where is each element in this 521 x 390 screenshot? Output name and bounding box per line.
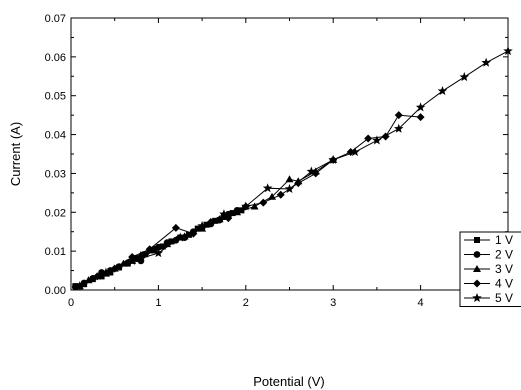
legend-marker [473,265,481,272]
data-point [259,198,268,207]
data-point [175,232,186,242]
data-point [229,210,236,217]
y-axis: 0.00 0.01 0.02 0.03 0.04 0.05 0.06 0.07 [45,13,508,297]
data-point [416,113,425,122]
series-line [79,114,421,287]
data-point [437,86,448,96]
data-point [197,220,207,230]
data-point [142,251,149,258]
legend-marker [473,251,481,258]
legend-label: 5 V [495,291,513,305]
data-point [171,223,180,232]
y-axis-label: Current (A) [8,122,23,186]
data-point [127,255,137,265]
legend: 1 V2 V3 V4 V5 V [459,231,521,307]
plot-area [70,17,509,291]
data-point [219,209,229,219]
data-point [101,267,111,277]
x-axis-label: Potential (V) [253,374,325,389]
y-tick-label: 0.00 [45,285,66,297]
legend-label: 4 V [495,277,513,291]
y-tick-label: 0.07 [45,13,66,25]
data-point [276,190,285,199]
x-tick-label: 3 [330,297,336,309]
y-tick-label: 0.01 [45,246,66,258]
y-tick-label: 0.02 [45,207,66,219]
data-point [241,201,251,211]
y-tick-label: 0.03 [45,168,66,180]
legend-label: 1 V [495,233,513,247]
data-point [284,183,295,194]
x-tick-label: 1 [155,297,161,309]
data-point [394,111,403,120]
data-point [262,183,273,193]
data-point [503,46,513,56]
legend-label: 3 V [495,262,513,276]
data-point [350,147,360,157]
x-axis: 012345 [68,18,511,309]
data-point [98,273,105,280]
data-point [372,135,382,145]
x-tick-label: 4 [418,297,424,309]
data-point [74,281,85,291]
legend-label: 2 V [495,248,513,262]
y-tick-label: 0.05 [45,91,66,103]
series-layer [71,46,513,291]
data-point [328,154,338,164]
data-point [136,251,145,259]
data-point [84,276,93,284]
data-point [285,175,294,183]
legend-marker [473,279,481,288]
data-point [459,72,470,82]
data-point [415,102,426,112]
y-tick-label: 0.04 [45,130,66,142]
x-tick-label: 0 [68,297,74,309]
series-5 [74,46,513,291]
y-tick-label: 0.06 [45,52,66,64]
series-line [79,50,509,287]
data-point [145,245,154,254]
data-point [153,248,164,258]
data-point [481,57,491,67]
legend-marker [472,293,482,303]
data-point [294,179,303,188]
data-point [306,166,317,176]
data-point [393,123,404,133]
data-point [364,134,373,143]
legend-marker [474,237,480,243]
plot-frame [70,17,509,291]
data-point [250,202,259,210]
data-point [159,243,166,250]
x-tick-label: 2 [243,297,249,309]
data-point [224,214,233,223]
